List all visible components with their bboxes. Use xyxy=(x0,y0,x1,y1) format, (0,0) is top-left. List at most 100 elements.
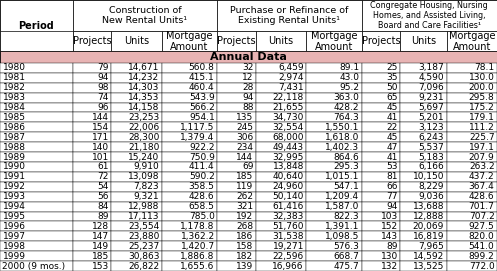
Text: 23,880: 23,880 xyxy=(128,232,159,241)
Bar xyxy=(306,102,362,112)
Text: 268: 268 xyxy=(236,222,253,231)
Bar xyxy=(217,182,256,192)
Bar xyxy=(111,192,162,202)
Text: Mortgage
Amount: Mortgage Amount xyxy=(448,31,495,52)
Text: 1,362.2: 1,362.2 xyxy=(180,232,215,241)
Bar xyxy=(447,241,497,251)
Bar xyxy=(73,93,111,102)
Bar xyxy=(362,152,401,162)
Bar xyxy=(0,112,73,122)
Text: 185: 185 xyxy=(91,252,109,261)
Bar xyxy=(401,73,447,83)
Bar xyxy=(111,112,162,122)
Text: 13,525: 13,525 xyxy=(413,262,444,270)
Bar xyxy=(0,162,73,172)
Bar xyxy=(256,231,306,241)
Text: 21,655: 21,655 xyxy=(272,103,304,112)
Text: 411.4: 411.4 xyxy=(189,162,215,172)
Bar xyxy=(162,162,217,172)
Bar xyxy=(0,142,73,152)
Bar xyxy=(217,83,256,93)
Text: 31,538: 31,538 xyxy=(272,232,304,241)
Bar xyxy=(162,93,217,102)
Text: 1,886.8: 1,886.8 xyxy=(180,252,215,261)
Bar xyxy=(362,83,401,93)
Text: 50,140: 50,140 xyxy=(272,192,304,201)
Bar xyxy=(0,221,73,231)
Text: 111.2: 111.2 xyxy=(469,123,495,132)
Text: 547.1: 547.1 xyxy=(333,182,359,191)
Text: 41: 41 xyxy=(387,153,398,162)
Bar xyxy=(306,241,362,251)
Bar xyxy=(256,162,306,172)
Text: 234: 234 xyxy=(237,143,253,151)
Bar xyxy=(256,31,306,51)
Bar xyxy=(362,241,401,251)
Text: 1,587.0: 1,587.0 xyxy=(325,202,359,211)
Bar xyxy=(111,152,162,162)
Bar xyxy=(0,251,73,261)
Bar xyxy=(256,83,306,93)
Text: 89: 89 xyxy=(387,242,398,251)
Text: 1985: 1985 xyxy=(2,113,25,122)
Text: 543.9: 543.9 xyxy=(189,93,215,102)
Bar xyxy=(217,122,256,132)
Text: 72: 72 xyxy=(97,172,109,181)
Text: 428.6: 428.6 xyxy=(469,192,495,201)
Text: 1999: 1999 xyxy=(2,252,25,261)
Bar xyxy=(447,102,497,112)
Text: 25,237: 25,237 xyxy=(128,242,159,251)
Text: 21,180: 21,180 xyxy=(128,143,159,151)
Bar xyxy=(401,31,447,51)
Bar xyxy=(217,212,256,221)
Text: 23,554: 23,554 xyxy=(128,222,159,231)
Bar xyxy=(306,83,362,93)
Text: 143: 143 xyxy=(381,232,398,241)
Text: 772.0: 772.0 xyxy=(469,262,495,270)
Bar xyxy=(447,261,497,271)
Text: 263.2: 263.2 xyxy=(469,162,495,172)
Text: 475.7: 475.7 xyxy=(333,262,359,270)
Text: 367.4: 367.4 xyxy=(469,182,495,191)
Text: 12: 12 xyxy=(242,73,253,82)
Text: 764.3: 764.3 xyxy=(333,113,359,122)
Bar xyxy=(256,152,306,162)
Text: 363.0: 363.0 xyxy=(333,93,359,102)
Bar xyxy=(217,251,256,261)
Text: 7,431: 7,431 xyxy=(278,83,304,92)
Bar xyxy=(362,192,401,202)
Text: 207.9: 207.9 xyxy=(469,153,495,162)
Text: 81: 81 xyxy=(387,172,398,181)
Bar xyxy=(111,31,162,51)
Bar xyxy=(401,261,447,271)
Bar xyxy=(447,31,497,51)
Bar xyxy=(73,251,111,261)
Bar xyxy=(306,93,362,102)
Text: 262: 262 xyxy=(237,192,253,201)
Text: 128: 128 xyxy=(92,222,109,231)
Text: Projects: Projects xyxy=(73,36,111,46)
Text: Purchase or Refinance of
Existing Rental Units¹: Purchase or Refinance of Existing Rental… xyxy=(230,6,348,25)
Bar xyxy=(256,63,306,73)
Text: 101: 101 xyxy=(91,153,109,162)
Text: 1,391.1: 1,391.1 xyxy=(325,222,359,231)
Text: 51,760: 51,760 xyxy=(272,222,304,231)
Text: 149: 149 xyxy=(92,242,109,251)
Text: 32: 32 xyxy=(242,63,253,72)
Text: 1997: 1997 xyxy=(2,232,25,241)
Text: 182: 182 xyxy=(236,252,253,261)
Bar xyxy=(73,172,111,182)
Bar xyxy=(306,122,362,132)
Bar xyxy=(401,152,447,162)
Text: 32,554: 32,554 xyxy=(272,123,304,132)
Bar xyxy=(401,241,447,251)
Bar xyxy=(401,172,447,182)
Bar xyxy=(0,51,497,63)
Bar xyxy=(0,182,73,192)
Text: 68,000: 68,000 xyxy=(272,133,304,142)
Bar xyxy=(0,63,73,73)
Text: 9,231: 9,231 xyxy=(418,93,444,102)
Bar xyxy=(111,162,162,172)
Bar xyxy=(447,192,497,202)
Text: 10,150: 10,150 xyxy=(413,172,444,181)
